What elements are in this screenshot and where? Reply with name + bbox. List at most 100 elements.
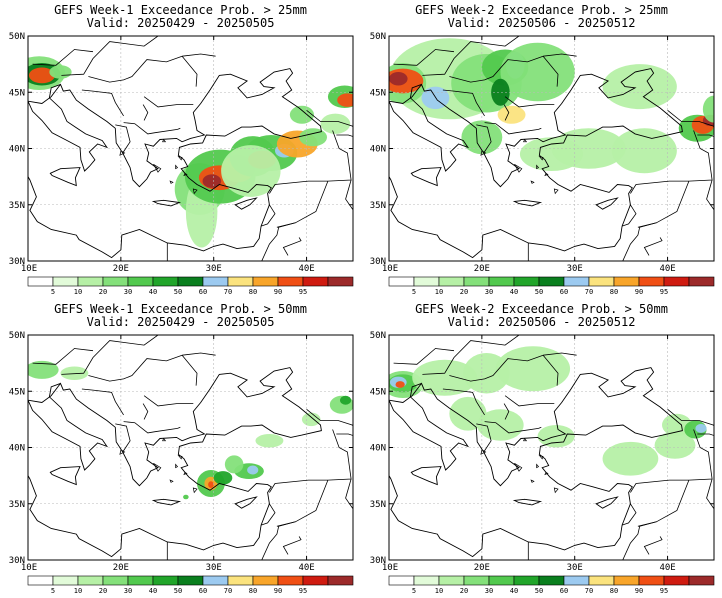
country-border xyxy=(667,109,714,128)
colorbar-label: 70 xyxy=(224,587,232,595)
colorbar-swatch xyxy=(102,575,129,586)
colorbar-label: 90 xyxy=(635,288,643,296)
colorbar-swatch xyxy=(488,276,515,287)
lat-label: 50N xyxy=(9,32,25,42)
lat-label: 50N xyxy=(370,331,386,341)
country-borders xyxy=(393,335,714,560)
precip-blob xyxy=(412,359,478,396)
precip-blob xyxy=(611,128,677,174)
colorbar-swatch xyxy=(27,575,54,586)
country-border xyxy=(643,536,663,555)
colorbar-label: 50 xyxy=(535,587,543,595)
colorbar-swatch xyxy=(77,575,104,586)
country-border xyxy=(261,521,296,560)
coastline-cyprus xyxy=(234,197,258,210)
country-borders xyxy=(32,335,353,560)
precip-blob xyxy=(449,396,487,431)
lon-label: 30E xyxy=(206,264,222,274)
colorbar-swatch xyxy=(27,276,54,287)
colorbar-label: 70 xyxy=(585,288,593,296)
gridlines xyxy=(28,335,353,560)
coastlines xyxy=(389,367,683,558)
colorbar-swatch xyxy=(102,276,129,287)
coastline-island xyxy=(192,188,198,195)
lon-label: 30E xyxy=(567,563,583,573)
country-border xyxy=(621,503,637,526)
precip-blob xyxy=(389,72,408,86)
colorbar-swatch xyxy=(227,575,254,586)
colorbar-swatch xyxy=(252,276,279,287)
lat-label: 40N xyxy=(370,145,386,155)
colorbar-swatch xyxy=(227,276,254,287)
precip-blob xyxy=(602,441,659,476)
coastline-island xyxy=(119,449,126,455)
lon-label: 20E xyxy=(474,563,490,573)
country-border xyxy=(123,122,181,135)
panel-title: GEFS Week-1 Exceedance Prob. > 50mm xyxy=(54,302,307,316)
coastline-island xyxy=(192,487,198,494)
colorbar-swatch xyxy=(152,276,179,287)
colorbar-label: 80 xyxy=(610,288,618,296)
coastline-island xyxy=(175,164,179,170)
precip-blob xyxy=(695,423,707,433)
coastline-island xyxy=(153,462,162,472)
lon-label: 20E xyxy=(113,563,129,573)
coastlines xyxy=(389,68,683,259)
precip-blob xyxy=(49,65,72,79)
colorbar-label: 95 xyxy=(299,587,307,595)
coastline-island xyxy=(538,454,544,460)
country-border xyxy=(622,521,657,560)
precip-blob xyxy=(213,471,233,485)
colorbar-label: 80 xyxy=(610,587,618,595)
colorbar-swatch xyxy=(413,276,440,287)
colorbar: 5 10 20 30 40 50 60 70 80 90 95 xyxy=(27,575,354,595)
colorbar-label: 10 xyxy=(435,288,443,296)
coastline-island xyxy=(530,180,535,184)
lon-label: 20E xyxy=(474,264,490,274)
colorbar-swatch xyxy=(538,575,565,586)
colorbar-swatch xyxy=(438,276,465,287)
precip-blob xyxy=(299,128,328,147)
colorbar-label: 40 xyxy=(510,587,518,595)
coastline-crete xyxy=(151,199,182,207)
colorbar-swatch xyxy=(613,276,640,287)
precip-blob xyxy=(28,67,55,84)
colorbar-swatch xyxy=(327,575,354,586)
country-border xyxy=(269,429,352,493)
colorbar-swatch xyxy=(413,575,440,586)
precip-blob xyxy=(500,42,575,102)
colorbar-label: 90 xyxy=(274,587,282,595)
panel-subtitle: Valid: 20250429 - 20250505 xyxy=(86,315,275,329)
country-border xyxy=(503,403,510,420)
colorbar-swatch xyxy=(52,575,79,586)
panel-subtitle: Valid: 20250506 - 20250512 xyxy=(447,16,636,30)
lon-label: 10E xyxy=(21,264,37,274)
lon-label: 10E xyxy=(382,264,398,274)
precip-blob xyxy=(208,481,214,488)
coastline-italy xyxy=(389,382,470,471)
precip-blob xyxy=(247,465,259,475)
coastline-sicily xyxy=(49,466,81,486)
colorbar-swatch xyxy=(277,575,304,586)
country-border xyxy=(306,109,353,128)
colorbar: 5 10 20 30 40 50 60 70 80 90 95 xyxy=(388,575,715,595)
precip-blob xyxy=(255,434,284,448)
colorbar-label: 30 xyxy=(124,288,132,296)
country-border xyxy=(88,55,183,83)
precip-blob xyxy=(702,95,714,123)
coastline-island xyxy=(177,454,183,460)
country-border xyxy=(336,134,353,137)
coastline-italy xyxy=(389,83,470,172)
colorbar-swatch xyxy=(638,575,665,586)
country-border xyxy=(282,536,302,555)
country-border xyxy=(81,388,124,416)
colorbar-label: 40 xyxy=(510,288,518,296)
country-border xyxy=(697,134,714,137)
coastline-island xyxy=(536,164,540,170)
country-borders xyxy=(32,36,353,261)
coastline-crete xyxy=(512,498,543,506)
colorbar-label: 10 xyxy=(435,587,443,595)
colorbar-swatch xyxy=(463,575,490,586)
coastline-island xyxy=(514,462,523,472)
